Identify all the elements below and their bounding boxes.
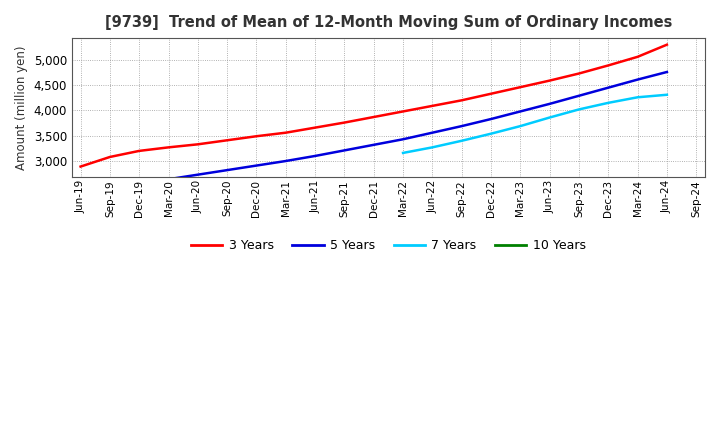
Y-axis label: Amount (million yen): Amount (million yen) (15, 45, 28, 170)
Title: [9739]  Trend of Mean of 12-Month Moving Sum of Ordinary Incomes: [9739] Trend of Mean of 12-Month Moving … (104, 15, 672, 30)
Legend: 3 Years, 5 Years, 7 Years, 10 Years: 3 Years, 5 Years, 7 Years, 10 Years (186, 234, 590, 257)
